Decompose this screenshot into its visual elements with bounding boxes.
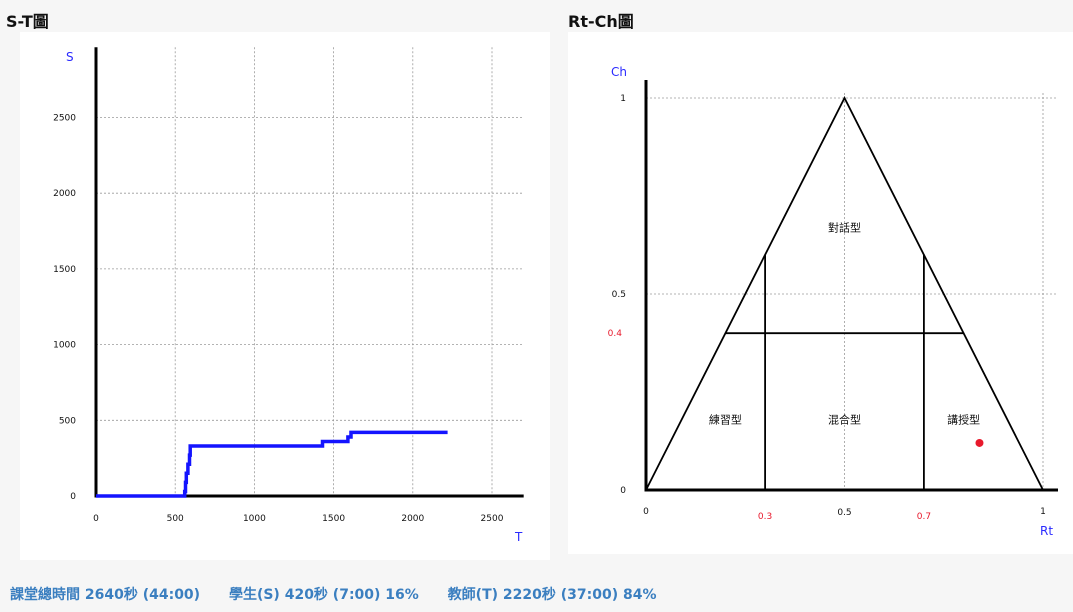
teacher-time-text: 教師(T) 2220秒 (37:00) 84% [447, 587, 657, 603]
y-axis-label: Ch [611, 65, 627, 79]
x-tick-label: 1500 [322, 514, 345, 524]
student-time-text: 學生(S) 420秒 (7:00) 16% [228, 587, 419, 603]
x-axis-label: T [514, 530, 523, 544]
st-chart: 0 500 1000 1500 2000 2500 0 500 1000 1500 2000 2500… [53, 47, 524, 544]
region-label: 講授型 [947, 412, 980, 426]
x-tick-label: 2500 [481, 514, 504, 524]
x-tick-label: 0 [93, 514, 99, 524]
y-tick-label: 500 [59, 416, 76, 426]
y-tick-label: 1 [620, 94, 626, 104]
y-tick-label: 2500 [53, 114, 76, 124]
y-tick-label: 0 [620, 486, 626, 496]
st-chart-title: S-T圖 [6, 12, 49, 31]
st-chart-panel: 0 500 1000 1500 2000 2500 0 500 1000 1500 2000 2500… [20, 32, 550, 560]
rc-chart-title: Rt-Ch圖 [568, 12, 634, 31]
summary-footer: 課堂總時間 2640秒 (44:00) 學生(S) 420秒 (7:00) 16… [10, 584, 681, 604]
y-axis-label: S [66, 50, 74, 64]
x-tick-label: 0 [643, 507, 649, 517]
x-tick-label: 2000 [401, 514, 424, 524]
y-tick-label: 0.4 [608, 329, 623, 339]
total-time-text: 課堂總時間 2640秒 (44:00) [10, 587, 201, 603]
region-label: 練習型 [709, 412, 742, 426]
x-tick-label: 0.5 [837, 508, 851, 518]
x-tick-label: 1 [1040, 507, 1046, 517]
x-tick-label: 0.7 [917, 512, 931, 522]
x-tick-label: 1000 [243, 514, 266, 524]
x-axis-label: Rt [1040, 524, 1053, 538]
y-tick-label: 0 [70, 492, 76, 502]
x-tick-label: 0.3 [758, 512, 772, 522]
st-series-line [96, 430, 448, 498]
y-tick-label: 1500 [53, 265, 76, 275]
y-tick-label: 1000 [53, 341, 76, 351]
y-tick-label: 0.5 [612, 290, 626, 300]
x-tick-label: 500 [167, 514, 184, 524]
rt-ch-point [975, 438, 984, 447]
rc-chart-panel: 0 0.3 0.5 0.7 1 0 0.4 0.5 1 Ch Rt 對話型練習型 混合型 講授型 [568, 32, 1073, 554]
region-label: 混合型 [828, 412, 861, 426]
y-tick-label: 2000 [53, 189, 76, 199]
region-label: 對話型 [828, 220, 861, 234]
